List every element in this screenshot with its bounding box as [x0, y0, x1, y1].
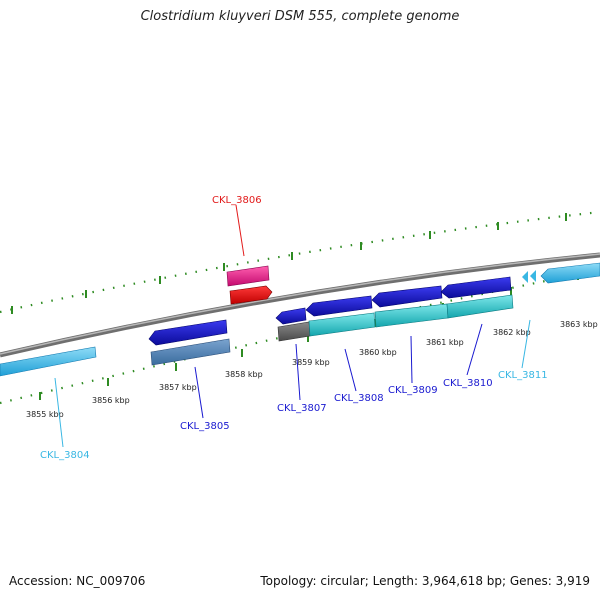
gene-arrow-ckl-3805[interactable]	[148, 319, 228, 346]
gene-feature-ckl-3807-cds[interactable]	[277, 321, 311, 342]
gene-arrow-ckl-3806[interactable]	[229, 285, 273, 305]
upper-major-ticks	[11, 213, 567, 314]
kbp-label-3856: 3856 kbp	[92, 396, 130, 405]
upper-tick-line	[0, 210, 600, 314]
gene-label-ckl-3809[interactable]: CKL_3809	[388, 385, 438, 396]
kbp-label-3857: 3857 kbp	[159, 383, 197, 392]
leader-ckl-3807	[295, 343, 301, 401]
kbp-label-3861: 3861 kbp	[426, 338, 464, 347]
gene-label-ckl-3804[interactable]: CKL_3804	[40, 450, 90, 461]
leader-ckl-3804	[54, 377, 64, 448]
leader-ckl-3810	[466, 323, 483, 376]
gene-feature-ckl-3808-cds[interactable]	[308, 312, 376, 337]
gene-feature-ckl-3810-cds[interactable]	[446, 294, 514, 319]
gene-label-ckl-3811[interactable]: CKL_3811	[498, 370, 548, 381]
gene-arrow-ckl-3804[interactable]	[0, 346, 97, 377]
genome-summary-text: Topology: circular; Length: 3,964,618 bp…	[260, 574, 590, 588]
accession-text: Accession: NC_009706	[9, 574, 146, 588]
leader-ckl-3808	[344, 348, 357, 392]
label-leader-lines	[54, 204, 531, 448]
gene-label-ckl-3810[interactable]: CKL_3810	[443, 378, 493, 389]
gene-label-ckl-3808[interactable]: CKL_3808	[334, 393, 384, 404]
gene-arrowhead-ckl-3811-b	[530, 270, 536, 282]
upper-tick-track	[0, 210, 600, 314]
gene-feature-ckl-3806-cds[interactable]	[226, 265, 270, 287]
gene-feature-ckl-3805-cds[interactable]	[150, 338, 231, 366]
leader-ckl-3805	[194, 366, 204, 419]
leader-ckl-3809	[410, 335, 413, 384]
gene-arrow-ckl-3807[interactable]	[275, 307, 307, 325]
genome-backbone	[0, 252, 600, 358]
gene-arrow-ckl-3811[interactable]	[540, 262, 600, 284]
kbp-label-3862: 3862 kbp	[493, 328, 531, 337]
gene-labels: CKL_3804 CKL_3805 CKL_3806 CKL_3807 CKL_…	[40, 195, 548, 461]
gene-feature-ckl-3809-cds[interactable]	[374, 303, 449, 328]
gene-label-ckl-3806[interactable]: CKL_3806	[212, 195, 262, 206]
gene-features	[0, 262, 600, 377]
kbp-labels: 3855 kbp 3856 kbp 3857 kbp 3858 kbp 3859…	[26, 320, 598, 419]
kbp-label-3858: 3858 kbp	[225, 370, 263, 379]
gene-arrow-ckl-3809[interactable]	[371, 285, 443, 308]
kbp-label-3860: 3860 kbp	[359, 348, 397, 357]
kbp-label-3855: 3855 kbp	[26, 410, 64, 419]
genome-backbone-highlight	[0, 253, 600, 355]
gene-arrow-ckl-3808[interactable]	[305, 295, 373, 317]
leader-ckl-3806	[235, 204, 245, 257]
gene-arrowhead-ckl-3811-a	[522, 271, 528, 283]
gene-arrow-ckl-3810[interactable]	[440, 276, 512, 299]
kbp-label-3863: 3863 kbp	[560, 320, 598, 329]
gene-label-ckl-3807[interactable]: CKL_3807	[277, 403, 327, 414]
genome-title: Clostridium kluyveri DSM 555, complete g…	[140, 9, 460, 24]
leader-ckl-3811	[521, 319, 531, 369]
gene-label-ckl-3805[interactable]: CKL_3805	[180, 421, 230, 432]
kbp-label-3859: 3859 kbp	[292, 358, 330, 367]
